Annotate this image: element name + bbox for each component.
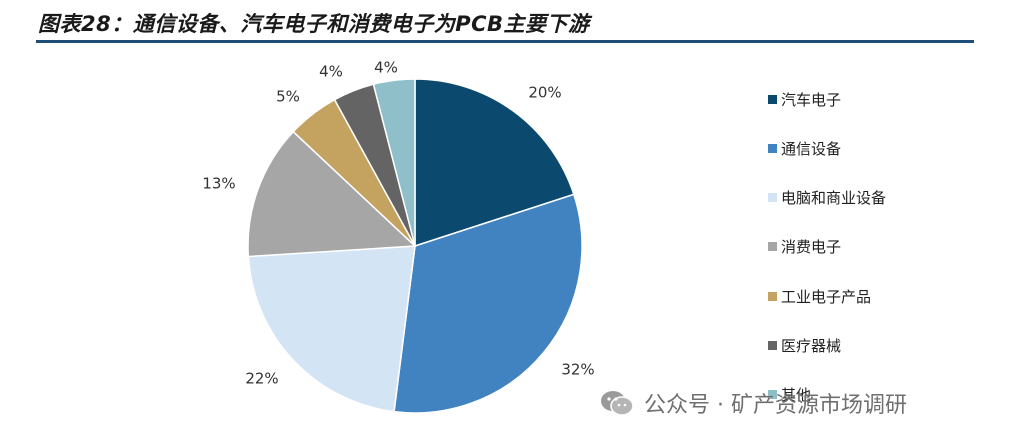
- legend-item: 通信设备: [768, 138, 841, 158]
- legend-label: 其他: [781, 386, 812, 405]
- watermark-text: 公众号 · 矿产资源市场调研: [644, 393, 907, 418]
- pie-slice: [393, 193, 583, 414]
- legend-item: 电脑和商业设备: [768, 188, 886, 208]
- slice-value-label: 22%: [245, 370, 278, 388]
- watermark: 公众号 · 矿产资源市场调研: [600, 386, 907, 420]
- slice-value-label: 32%: [561, 361, 594, 379]
- legend-label: 医疗器械: [781, 337, 842, 355]
- legend-swatch: [768, 193, 777, 203]
- legend-label: 通信设备: [781, 139, 842, 158]
- legend-item: 汽车电子: [768, 89, 841, 109]
- page-title: 图表28：通信设备、汽车电子和消费电子为PCB主要下游: [38, 12, 590, 36]
- legend-label: 工业电子产品: [781, 287, 872, 306]
- legend-swatch: [768, 143, 777, 153]
- slice-value-label: 20%: [528, 84, 561, 102]
- legend-item: 工业电子产品: [768, 286, 871, 306]
- legend-swatch: [768, 242, 777, 252]
- legend-label: 电脑和商业设备: [781, 189, 887, 208]
- legend-label: 汽车电子: [781, 90, 842, 109]
- legend-item: 其他: [768, 385, 811, 405]
- pie-slice: [372, 78, 416, 247]
- slice-value-label: 4%: [319, 63, 343, 81]
- wechat-icon: [601, 391, 634, 416]
- slice-value-label: 5%: [276, 88, 300, 106]
- legend-swatch: [768, 291, 777, 301]
- legend-item: 医疗器械: [768, 336, 841, 356]
- title-divider: [36, 40, 974, 43]
- slice-value-label: 13%: [202, 175, 235, 193]
- slice-value-label: 4%: [374, 59, 398, 77]
- legend-item: 消费电子: [768, 237, 841, 257]
- legend-swatch: [768, 341, 777, 350]
- pie-slice: [247, 130, 417, 258]
- pie-slice: [414, 78, 575, 248]
- legend-label: 消费电子: [781, 238, 842, 257]
- legend-swatch: [768, 390, 777, 400]
- pie-slice: [247, 245, 416, 413]
- legend-swatch: [768, 94, 777, 104]
